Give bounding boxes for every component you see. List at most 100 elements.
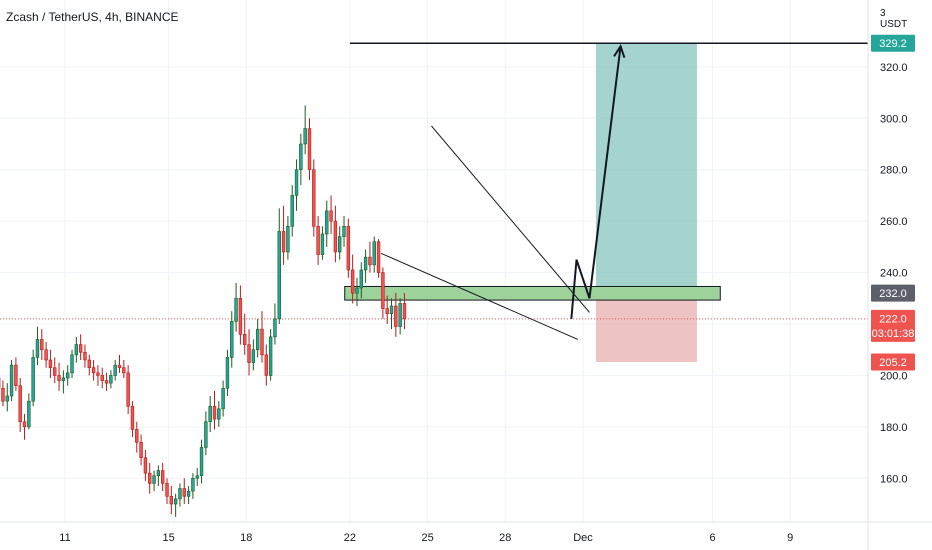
candle-body: [87, 359, 91, 369]
price-tag-label: 329.2: [879, 38, 907, 50]
price-tag-stop: [871, 353, 915, 371]
candle-body: [247, 344, 251, 363]
drawings-layer: [349, 42, 868, 340]
currency-multiplier: 3: [880, 8, 886, 19]
candle-body: [398, 303, 402, 327]
candle-body: [186, 490, 191, 497]
candle-body: [217, 408, 221, 420]
candle-body: [70, 354, 74, 374]
candle-body: [221, 387, 225, 410]
candle-body: [307, 128, 312, 171]
candle-body: [100, 375, 104, 381]
y-tick-label: 200.0: [880, 370, 908, 382]
y-tick-label: 180.0: [880, 422, 908, 434]
candle-body: [268, 336, 273, 376]
countdown-label: 03:01:38: [872, 328, 915, 340]
currency-label[interactable]: 3 USDT: [880, 8, 907, 30]
candle-body: [355, 287, 359, 294]
projection-path: [570, 46, 622, 319]
candle-body: [104, 380, 109, 384]
candle-body: [18, 385, 22, 423]
candle-body: [156, 470, 161, 477]
x-tick-label: Dec: [573, 532, 593, 544]
candle-body: [96, 372, 100, 376]
x-tick-label: 11: [59, 532, 70, 544]
candle-body: [376, 241, 381, 273]
candle-body: [182, 488, 186, 497]
price-tag-last: [871, 309, 915, 342]
candle-body: [61, 377, 66, 381]
candle-body: [143, 457, 148, 474]
candle-body: [117, 364, 122, 369]
candle-body: [9, 364, 14, 397]
candle-body: [178, 488, 182, 500]
price-tag-target: [871, 34, 915, 52]
candle-body: [208, 405, 212, 423]
x-tick-label: 15: [162, 532, 174, 544]
candle-body: [402, 303, 407, 320]
candle-body: [273, 318, 277, 338]
candle-body: [31, 357, 35, 402]
projection-arrowhead: [613, 44, 626, 58]
candle-body: [113, 364, 117, 376]
candle-body: [372, 241, 376, 266]
candle-body: [243, 333, 247, 345]
candle-body: [277, 231, 281, 320]
candle-body: [173, 498, 178, 505]
wedge-upper-line: [431, 125, 590, 313]
y-tick-label: 260.0: [880, 216, 908, 228]
candle-body: [316, 225, 320, 255]
candle-body: [394, 305, 398, 327]
candle-body: [44, 349, 48, 361]
symbol-title[interactable]: Zcash / TetherUS, 4h, BINANCE: [6, 10, 179, 24]
x-tick-label: 18: [240, 532, 252, 544]
candle-body: [126, 372, 130, 407]
target-zone: [595, 43, 697, 294]
candle-body: [350, 269, 355, 294]
candle-body: [312, 169, 316, 227]
candle-body: [22, 421, 27, 428]
candle-body: [122, 367, 126, 374]
price-tags-layer: 329.2 232.0 222.0 03:01:38 205.2: [871, 34, 915, 371]
wedge-lower-line: [380, 252, 579, 340]
price-tag-level: [871, 284, 915, 302]
candle-body: [57, 375, 61, 381]
candle-body: [264, 354, 269, 376]
candle-body: [342, 225, 346, 237]
candle-body: [5, 395, 9, 402]
candle-body: [35, 339, 40, 358]
candle-body: [109, 375, 113, 384]
candle-body: [169, 495, 174, 505]
candle-body: [83, 351, 87, 361]
candle-body: [53, 367, 57, 376]
candle-body: [130, 405, 135, 430]
y-tick-label: 320.0: [880, 62, 908, 74]
candle-body: [27, 400, 31, 428]
candle-body: [148, 472, 152, 484]
candle-body: [255, 328, 260, 351]
candle-body: [225, 357, 230, 389]
candle-body: [40, 339, 44, 351]
candle-body: [74, 344, 79, 356]
candle-body: [286, 225, 290, 253]
candle-body: [303, 128, 307, 145]
price-tag-label: 232.0: [879, 288, 907, 300]
x-tick-label: 25: [421, 532, 433, 544]
candle-body: [368, 256, 372, 266]
candle-body: [251, 349, 256, 363]
candle-body: [191, 477, 195, 492]
candle-body: [238, 297, 243, 335]
candle-body: [195, 475, 199, 479]
candle-body: [281, 231, 286, 253]
candle-body: [212, 405, 217, 420]
candle-body: [14, 364, 18, 387]
candle-body: [165, 483, 169, 497]
candle-body: [346, 225, 351, 271]
candle-body: [389, 305, 394, 315]
candle-body: [199, 447, 204, 477]
candles-layer: [0, 105, 407, 517]
price-tag-label: 222.0: [879, 313, 907, 325]
y-tick-label: 240.0: [880, 268, 908, 280]
stop-zone: [595, 293, 697, 363]
